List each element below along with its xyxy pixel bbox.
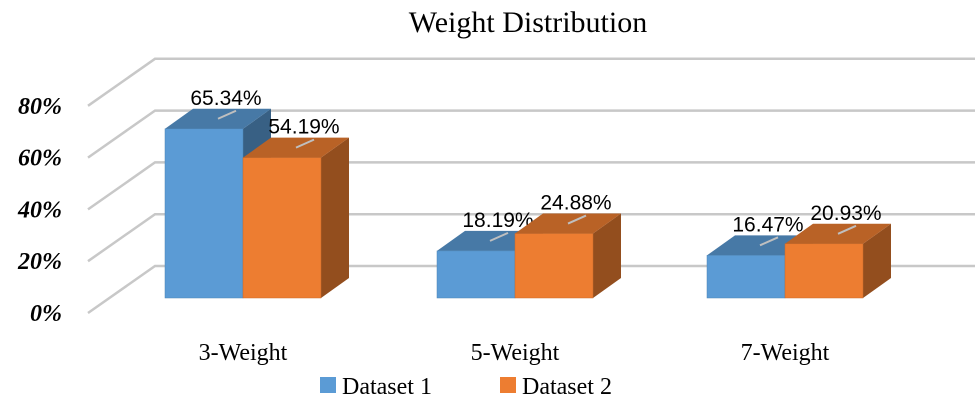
bar-dataset-2-3-weight: 54.19%: [242, 116, 349, 299]
bar-front: [784, 243, 864, 299]
y-tick-label: 80%: [18, 94, 62, 120]
gridline-40: [87, 161, 975, 211]
data-label: 16.47%: [732, 213, 803, 236]
data-label: 54.19%: [268, 116, 339, 139]
chart-title: Weight Distribution: [409, 6, 647, 39]
legend-swatch: [320, 377, 336, 393]
legend: Dataset 1 Dataset 2: [320, 374, 612, 400]
y-tick-label: 40%: [17, 197, 62, 223]
gridline-80: [87, 57, 975, 107]
y-axis-ticks: 0% 20% 40% 60% 80%: [17, 94, 62, 327]
data-label-leader: [217, 109, 237, 120]
data-label: 24.88%: [540, 192, 611, 215]
data-label: 20.93%: [810, 202, 881, 225]
bar-dataset-2-7-weight: 20.93%: [784, 202, 891, 299]
data-label: 18.19%: [462, 209, 533, 232]
bar-side: [321, 137, 349, 298]
bar-side: [593, 213, 621, 298]
bar-front: [164, 128, 244, 299]
data-label-leader: [837, 224, 857, 235]
bars: 65.34% 54.19% 18.19% 24.88% 16.47% 20.93%: [164, 87, 891, 299]
data-label: 65.34%: [190, 87, 261, 110]
bar-front: [436, 250, 516, 299]
x-axis-ticks: 3-Weight 5-Weight 7-Weight: [199, 340, 830, 366]
legend-label: Dataset 1: [342, 374, 432, 400]
gridline-0: [87, 264, 975, 315]
bar-dataset-2-5-weight: 24.88%: [514, 192, 621, 299]
bar-front: [706, 255, 786, 299]
data-label-leader: [567, 214, 587, 225]
gridline-60: [87, 109, 975, 159]
data-label-leader: [759, 236, 779, 247]
y-tick-label: 0%: [30, 301, 62, 327]
data-label-leader: [489, 231, 509, 242]
legend-item-dataset-2: Dataset 2: [500, 374, 612, 400]
bar-front: [242, 157, 322, 299]
gridlines: [87, 57, 975, 315]
x-tick-label: 7-Weight: [741, 340, 830, 366]
x-tick-label: 3-Weight: [199, 340, 288, 366]
legend-label: Dataset 2: [522, 374, 612, 400]
data-label-leader: [295, 138, 315, 149]
bar-front: [514, 233, 594, 299]
gridline-20: [87, 212, 975, 263]
y-tick-label: 20%: [17, 249, 62, 275]
legend-swatch: [500, 377, 516, 393]
bar-side: [863, 223, 891, 298]
x-tick-label: 5-Weight: [471, 340, 560, 366]
legend-item-dataset-1: Dataset 1: [320, 374, 432, 400]
y-tick-label: 60%: [18, 146, 62, 172]
